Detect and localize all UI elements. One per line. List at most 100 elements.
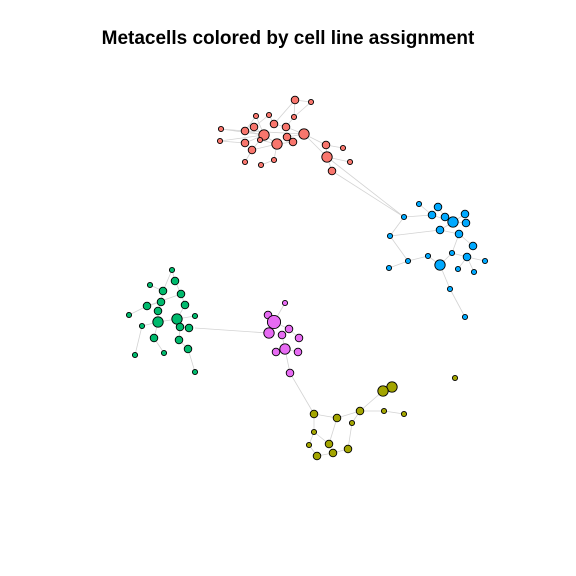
metacell-node (249, 122, 259, 132)
metacell-node (256, 136, 264, 144)
metacell-node (176, 289, 186, 299)
metacell-node (269, 119, 279, 129)
metacell-node (216, 137, 224, 145)
metacell-node (284, 324, 294, 334)
metacell-node (125, 311, 133, 319)
metacell-node (447, 216, 459, 228)
metacell-node (328, 448, 338, 458)
metacell-node (427, 210, 437, 220)
metacell-node (415, 200, 423, 208)
metacell-node (146, 281, 154, 289)
metacell-node (270, 156, 278, 164)
metacell-node (461, 218, 471, 228)
edge (347, 422, 353, 450)
metacell-node (285, 368, 295, 378)
metacell-node (424, 252, 432, 260)
metacell-node (377, 385, 389, 397)
metacell-node (282, 132, 292, 142)
metacell-node (434, 259, 446, 271)
metacell-node (461, 313, 469, 321)
edge (403, 214, 433, 218)
metacell-node (386, 232, 394, 240)
metacell-node (271, 347, 281, 357)
metacell-node (131, 351, 139, 359)
metacell-node (266, 314, 282, 330)
metacell-node (281, 122, 291, 132)
metacell-node (470, 268, 478, 276)
metacell-node (240, 126, 250, 136)
metacell-node (324, 439, 334, 449)
edge (331, 170, 405, 218)
metacell-node (152, 316, 164, 328)
metacell-node (312, 451, 322, 461)
metacell-node (281, 299, 289, 307)
metacell-node (290, 113, 298, 121)
edge (389, 216, 405, 237)
metacell-node (433, 202, 443, 212)
edge (326, 156, 405, 218)
metacell-node (288, 137, 298, 147)
metacell-node (247, 145, 257, 155)
edge (389, 229, 441, 237)
edge (194, 327, 269, 334)
metacell-node (339, 144, 347, 152)
metacell-node (265, 111, 273, 119)
edge (134, 325, 143, 356)
metacell-node (404, 257, 412, 265)
edge (273, 99, 296, 125)
metacell-node (440, 212, 450, 222)
metacell-node (400, 410, 408, 418)
metacell-node (293, 347, 303, 357)
metacell-node (191, 368, 199, 376)
metacell-node (307, 98, 315, 106)
edge (293, 101, 312, 118)
edge (383, 410, 405, 415)
metacell-node (149, 333, 159, 343)
metacell-node (158, 286, 168, 296)
metacell-node (400, 213, 408, 221)
metacell-node (385, 264, 393, 272)
metacell-node (346, 158, 354, 166)
metacell-node (327, 166, 337, 176)
nodes-layer (125, 95, 489, 461)
metacell-node (138, 322, 146, 330)
metacell-node (183, 344, 193, 354)
metacell-node (142, 301, 152, 311)
metacell-node (156, 297, 166, 307)
edge (388, 260, 409, 269)
metacell-node (451, 374, 459, 382)
edges-layer (128, 99, 486, 457)
metacell-node (160, 349, 168, 357)
metacell-node (277, 330, 287, 340)
metacell-node (468, 241, 478, 251)
metacell-node (309, 409, 319, 419)
metacell-node (321, 151, 333, 163)
metacell-node (217, 125, 225, 133)
metacell-node (321, 140, 331, 150)
metacell-node (446, 285, 454, 293)
metacell-node (343, 444, 353, 454)
metacell-node (174, 335, 184, 345)
edge (219, 134, 265, 142)
metacell-node (175, 322, 185, 332)
metacell-node (180, 300, 190, 310)
metacell-node (355, 406, 365, 416)
metacell-node (294, 333, 304, 343)
metacell-node (168, 266, 176, 274)
metacell-node (298, 128, 310, 140)
edge (449, 288, 466, 318)
metacell-node (462, 252, 472, 262)
metacell-node (191, 312, 199, 320)
metacell-node (332, 413, 342, 423)
edge (328, 417, 338, 445)
metacell-node (348, 419, 356, 427)
metacell-node (380, 407, 388, 415)
metacell-node (257, 161, 265, 169)
metacell-node (171, 313, 183, 325)
metacell-node (279, 343, 291, 355)
metacell-node (290, 95, 300, 105)
metacell-node (460, 209, 470, 219)
metacell-node (184, 323, 194, 333)
